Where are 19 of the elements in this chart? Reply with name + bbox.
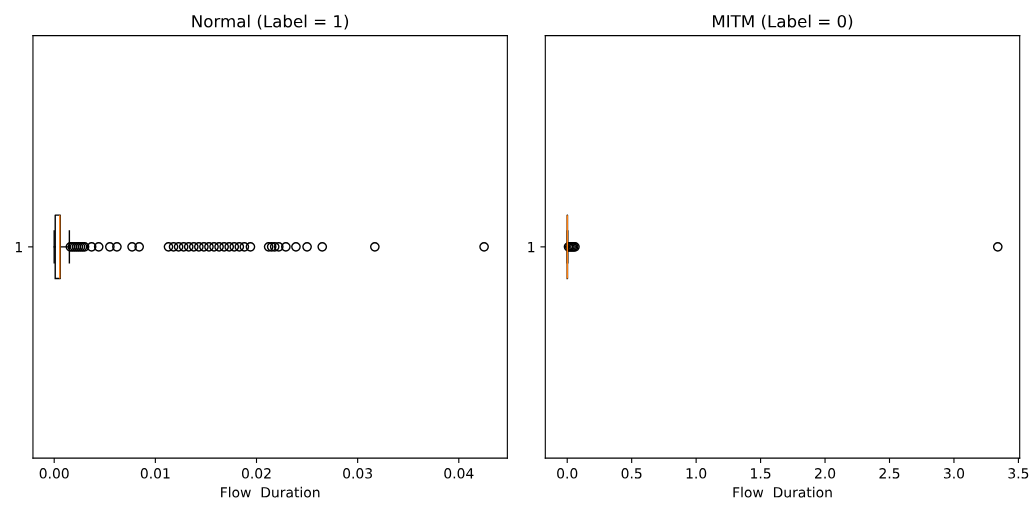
- x-tick-label: 0.03: [343, 468, 372, 479]
- x-tick-label: 2.0: [815, 468, 836, 479]
- x-tick-label: 0.0: [557, 468, 578, 479]
- x-tick-label: 1.5: [751, 468, 771, 479]
- x-axis-title: Flow Duration: [733, 486, 832, 498]
- chart-title: Normal (Label = 1): [192, 14, 349, 30]
- y-tick-label: 1: [15, 242, 22, 253]
- x-axis-title: Flow Duration: [221, 486, 320, 498]
- x-tick-label: 2.5: [879, 468, 900, 479]
- x-tick-label: 3.5: [1008, 468, 1029, 479]
- x-tick-label: 0.04: [444, 468, 474, 479]
- chart-title: MITM (Label = 0): [712, 14, 853, 30]
- x-tick-label: 0.02: [241, 468, 271, 479]
- x-tick-label: 0.01: [140, 468, 170, 479]
- x-tick-label: 0.00: [39, 468, 69, 479]
- x-tick-label: 1.0: [686, 468, 707, 479]
- x-tick-label: 0.5: [621, 468, 642, 479]
- y-tick-label: 1: [528, 242, 535, 253]
- x-tick-label: 3.0: [943, 468, 965, 479]
